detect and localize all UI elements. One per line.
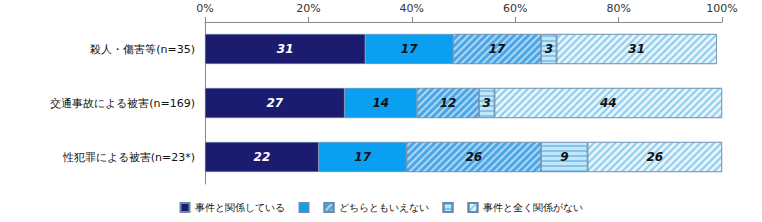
- svg-text:9: 9: [560, 150, 568, 164]
- svg-text:31: 31: [277, 42, 294, 56]
- svg-text:性犯罪による被害(n=23*): 性犯罪による被害(n=23*): [62, 151, 195, 164]
- svg-text:31: 31: [628, 42, 645, 56]
- svg-text:事件と関係している: 事件と関係している: [195, 202, 285, 213]
- svg-text:どちらともいえない: どちらともいえない: [339, 202, 429, 213]
- svg-text:80%: 80%: [606, 2, 630, 15]
- svg-text:17: 17: [489, 42, 506, 56]
- svg-text:17: 17: [354, 150, 371, 164]
- svg-text:100%: 100%: [706, 2, 737, 15]
- svg-text:殺人・傷害等(n=35): 殺人・傷害等(n=35): [90, 43, 195, 56]
- svg-text:20%: 20%: [296, 2, 320, 15]
- svg-text:22: 22: [254, 150, 271, 164]
- svg-text:40%: 40%: [400, 2, 424, 15]
- svg-text:0%: 0%: [196, 2, 213, 15]
- svg-text:27: 27: [266, 96, 283, 110]
- svg-text:60%: 60%: [503, 2, 527, 15]
- svg-text:12: 12: [440, 96, 457, 110]
- svg-text:44: 44: [599, 96, 617, 110]
- svg-text:3: 3: [545, 42, 553, 56]
- svg-text:17: 17: [401, 42, 418, 56]
- svg-text:3: 3: [483, 96, 491, 110]
- svg-text:26: 26: [465, 150, 482, 164]
- svg-text:交通事故による被害(n=169): 交通事故による被害(n=169): [50, 97, 195, 110]
- svg-text:26: 26: [646, 150, 663, 164]
- svg-text:事件と全く関係がない: 事件と全く関係がない: [483, 202, 583, 213]
- svg-text:14: 14: [372, 96, 389, 110]
